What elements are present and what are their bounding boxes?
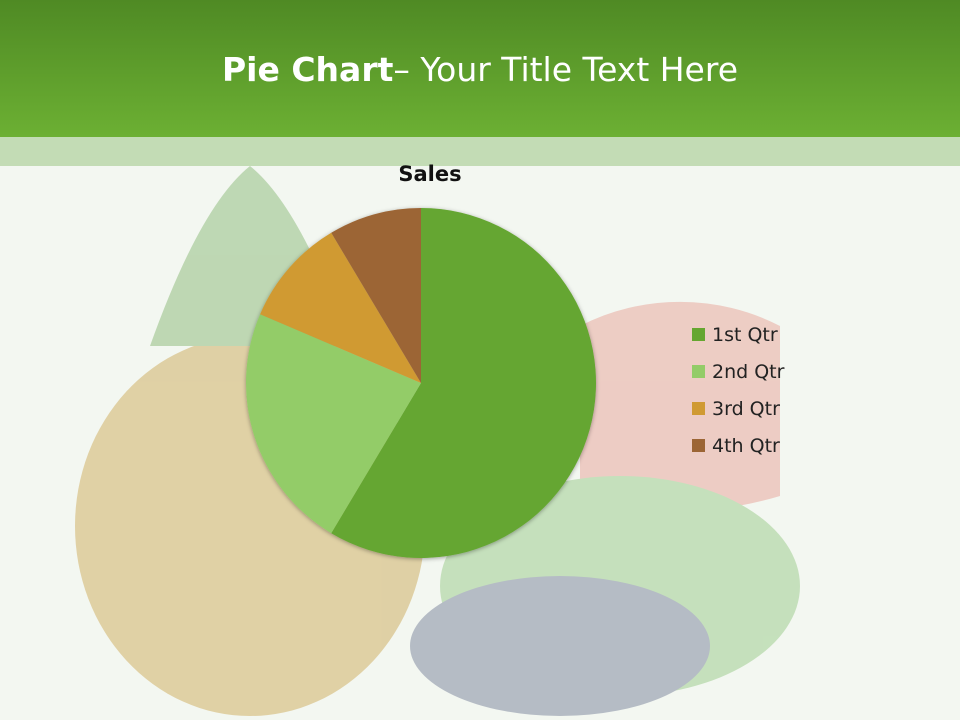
legend-swatch <box>692 402 705 415</box>
title-rest: – Your Title Text Here <box>393 50 739 89</box>
legend-swatch <box>692 365 705 378</box>
legend-label: 2nd Qtr <box>712 360 785 383</box>
legend-item: 3rd Qtr <box>692 390 784 427</box>
legend-item: 4th Qtr <box>692 427 784 464</box>
pie-slice-2 <box>245 314 421 534</box>
pie-slice-1 <box>331 208 597 558</box>
slide-header <box>0 0 960 137</box>
legend-item: 1st Qtr <box>692 316 784 353</box>
watermelon-shape <box>580 301 780 511</box>
chart-legend: 1st Qtr 2nd Qtr 3rd Qtr 4th Qtr <box>692 316 784 464</box>
grape-leaf-shape <box>440 476 800 696</box>
slide-title: Pie Chart– Your Title Text Here <box>0 50 960 89</box>
legend-label: 4th Qtr <box>712 434 780 457</box>
legend-label: 3rd Qtr <box>712 397 780 420</box>
legend-item: 2nd Qtr <box>692 353 784 390</box>
header-band <box>0 137 960 166</box>
legend-swatch <box>692 439 705 452</box>
grapes-shape <box>410 576 710 716</box>
legend-label: 1st Qtr <box>712 323 778 346</box>
legend-swatch <box>692 328 705 341</box>
pie-slice-4 <box>331 208 421 383</box>
title-bold: Pie Chart <box>221 50 394 89</box>
pie-slice-3 <box>260 232 421 383</box>
chart-title: Sales <box>398 162 462 186</box>
